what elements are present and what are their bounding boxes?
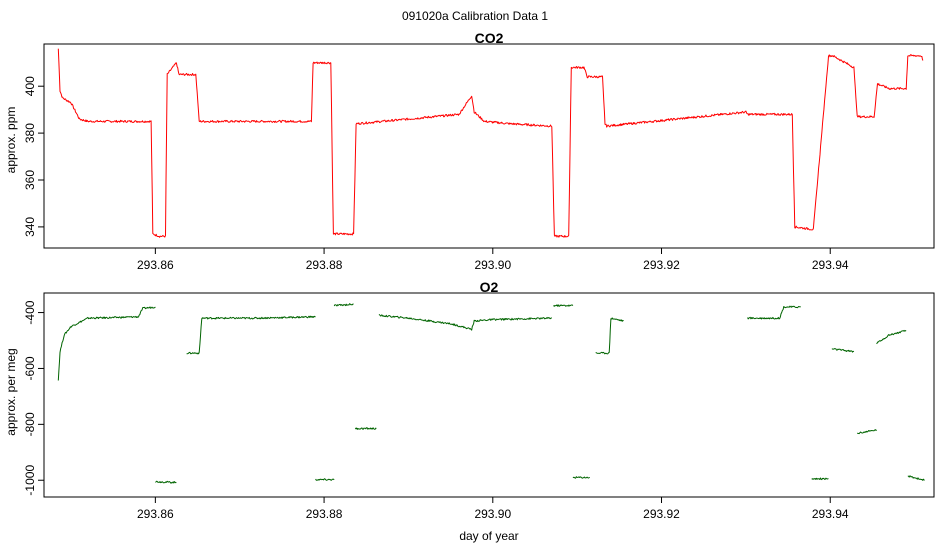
o2-y-axis-label: approx. per meg [4,348,18,435]
co2-x-tick-label: 293.88 [306,258,343,272]
o2-plot-frame [43,292,935,498]
o2-series-line [831,348,855,353]
co2-y-axis-label: approx. ppm [4,107,18,174]
o2-x-tick-label: 293.88 [306,507,343,521]
o2-x-tick-label: 293.90 [474,507,511,521]
o2-series-line [595,317,624,355]
co2-series-line [57,48,924,238]
co2-y-tick-label: 340 [23,217,37,237]
o2-series-line [553,304,574,307]
o2-series-line [856,429,877,435]
o2-x-tick-label: 293.86 [137,507,174,521]
co2-title: CO2 [475,30,504,46]
o2-series-line [186,315,316,355]
co2-x-tick-label: 293.90 [474,258,511,272]
o2-series-line [572,476,590,479]
o2-series-line [907,475,925,481]
o2-series-line [811,477,829,481]
o2-y-tick-label: -400 [23,300,37,324]
o2-series-line [315,478,335,481]
o2-y-tick-label: -1000 [23,465,37,496]
co2-panel: CO2 approx. ppm 293.86 293.88 293.90 293.92… [4,30,935,272]
o2-x-axis-label: day of year [459,529,518,543]
co2-x-tick-label: 293.86 [137,258,174,272]
o2-series-line [747,305,801,320]
o2-series-line [876,329,907,345]
co2-y-tick-label: 360 [23,170,37,190]
o2-series-line [333,303,354,307]
co2-y-tick-label: 380 [23,123,37,143]
o2-series-line [57,306,156,381]
co2-plot-frame [43,43,935,249]
o2-series-line [378,314,553,331]
co2-x-tick-label: 293.92 [643,258,680,272]
o2-x-tick-label: 293.94 [812,507,849,521]
co2-y-tick-label: 400 [23,76,37,96]
o2-title: O2 [480,279,499,295]
o2-y-tick-label: -600 [23,356,37,380]
o2-series-line [354,427,377,430]
co2-x-tick-label: 293.94 [812,258,849,272]
o2-y-tick-label: -800 [23,412,37,436]
o2-panel: O2 approx. per meg day of year 293.86 293… [4,279,935,543]
figure-title: 091020a Calibration Data 1 [402,9,548,23]
o2-series-line [155,480,177,484]
o2-x-tick-label: 293.92 [643,507,680,521]
